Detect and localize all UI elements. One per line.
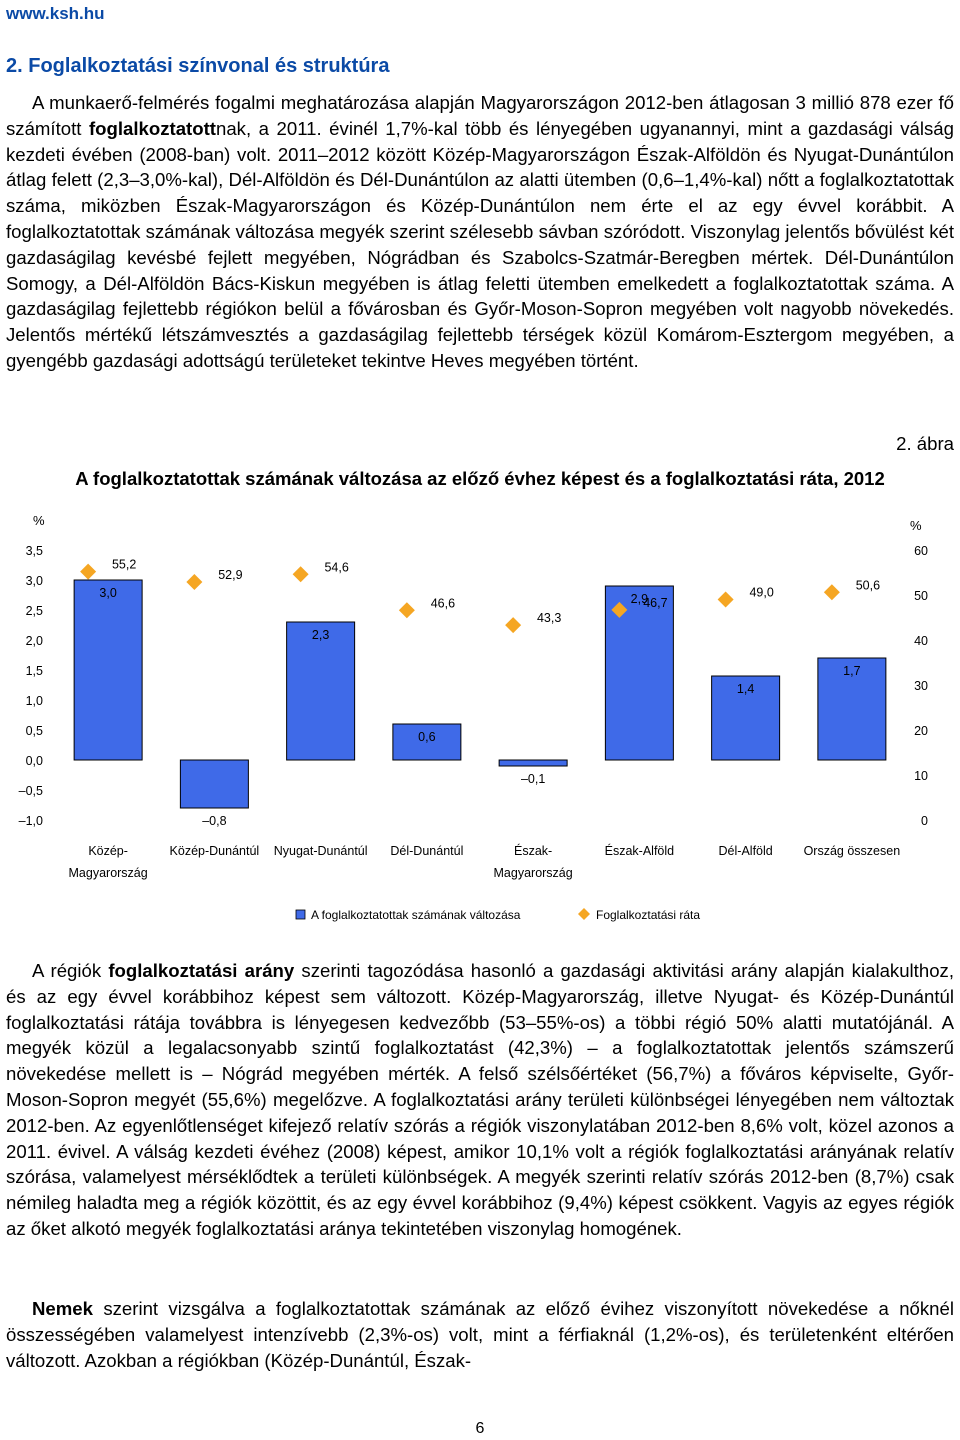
legend-label-bar: A foglalkoztatottak számának változása: [311, 908, 521, 922]
right-axis-unit: %: [910, 518, 922, 533]
rate-value-label: 50,6: [856, 578, 880, 592]
paragraph-text: szerint vizsgálva a foglalkoztatottak sz…: [6, 1298, 954, 1371]
bar-value-label: –0,8: [202, 814, 226, 828]
category-label: Észak-: [514, 843, 552, 858]
category-label: Közép-: [88, 844, 128, 858]
right-axis-tick: 50: [914, 589, 928, 603]
legend-label-rate: Foglalkoztatási ráta: [596, 908, 700, 922]
paragraph-bold-term: foglalkoztatott: [88, 117, 216, 139]
bar-value-label: 0,6: [418, 730, 435, 744]
category-label: Nyugat-Dunántúl: [274, 844, 368, 858]
category-label: Ország összesen: [804, 844, 901, 858]
left-axis-tick: 2,0: [26, 634, 43, 648]
left-axis-tick: 3,5: [26, 544, 43, 558]
right-axis-tick: 60: [914, 544, 928, 558]
paragraph-bold-term: foglalkoztatási arány: [108, 960, 295, 981]
site-link[interactable]: www.ksh.hu: [6, 4, 105, 23]
section-heading: 2. Foglalkoztatási színvonal és struktúr…: [6, 55, 390, 77]
bar: [73, 579, 143, 761]
bar-value-label: 3,0: [99, 586, 116, 600]
left-axis-tick: 0,0: [26, 754, 43, 768]
paragraph-text: nak, a 2011. évinél 1,7%-kal több és lén…: [6, 117, 954, 371]
left-axis-unit: %: [33, 513, 45, 528]
bar-value-label: –0,1: [521, 772, 545, 786]
right-axis-tick: 20: [914, 724, 928, 738]
rate-marker: [717, 591, 734, 608]
rate-value-label: 52,9: [218, 568, 242, 582]
rate-value-label: 46,7: [643, 596, 667, 610]
bar: [498, 759, 568, 767]
right-axis-tick: 0: [921, 814, 928, 828]
bar: [179, 759, 249, 809]
rate-value-label: 43,3: [537, 611, 561, 625]
left-axis-tick: 0,5: [26, 724, 43, 738]
bar: [392, 723, 462, 761]
bar-value-label: 2,9: [631, 592, 648, 606]
left-axis-tick: –1,0: [19, 814, 43, 828]
legend-swatch-rate: [578, 908, 590, 920]
bar: [817, 657, 887, 761]
left-axis-tick: 3,0: [26, 574, 43, 588]
paragraph-text: A munkaerő-felmérés fogalmi meghatározás…: [6, 92, 954, 139]
rate-value-label: 49,0: [749, 586, 773, 600]
figure-number: 2. ábra: [896, 433, 954, 454]
bar: [286, 621, 356, 761]
category-label: Magyarország: [494, 866, 573, 880]
bar: [711, 675, 781, 761]
rate-marker: [292, 566, 309, 583]
category-label: Dél-Dunántúl: [390, 844, 463, 858]
bar-value-label: 1,4: [737, 682, 754, 696]
rate-value-label: 55,2: [112, 558, 136, 572]
left-axis-tick: 2,5: [26, 604, 43, 618]
rate-marker: [186, 573, 203, 590]
rate-value-label: 46,6: [431, 596, 455, 610]
paragraph-employment-rate: A régiók foglalkoztatási arány szerinti …: [6, 958, 954, 1242]
category-label: Dél-Alföld: [719, 844, 773, 858]
left-axis-tick: 1,5: [26, 664, 43, 678]
rate-marker: [823, 584, 840, 601]
rate-marker: [80, 563, 97, 580]
left-axis-tick: 1,0: [26, 694, 43, 708]
employment-chart: % % 3,5 3,0 2,5 2,0 1,5 1,0 0,5 0,0 –0,5 –1,0 60 50 40…: [19, 513, 928, 922]
rate-marker: [611, 601, 628, 618]
category-label: Észak-Alföld: [605, 843, 675, 858]
rate-marker: [398, 602, 415, 619]
right-axis-tick: 10: [914, 769, 928, 783]
paragraph-text: szerinti tagozódása hasonló a gazdasági …: [6, 960, 954, 1239]
paragraph-gender: Nemek szerint vizsgálva a foglalkoztatot…: [6, 1296, 954, 1373]
paragraph-text: A régiók: [32, 960, 109, 981]
rate-value-label: 54,6: [324, 560, 348, 574]
right-axis-tick: 40: [914, 634, 928, 648]
paragraph-employment-level: A munkaerő-felmérés fogalmi meghatározás…: [6, 90, 954, 374]
bar-value-label: 2,3: [312, 628, 329, 642]
rate-marker: [505, 617, 522, 634]
page-number: 6: [475, 1420, 485, 1437]
category-label: Közép-Dunántúl: [170, 844, 260, 858]
category-label: Magyarország: [69, 866, 148, 880]
figure-title: A foglalkoztatottak számának változása a…: [75, 468, 885, 489]
right-axis-tick: 30: [914, 679, 928, 693]
left-axis-tick: –0,5: [19, 784, 43, 798]
paragraph-bold-term: Nemek: [32, 1298, 93, 1319]
legend-swatch-bar: [295, 909, 306, 920]
bar-value-label: 1,7: [843, 664, 860, 678]
